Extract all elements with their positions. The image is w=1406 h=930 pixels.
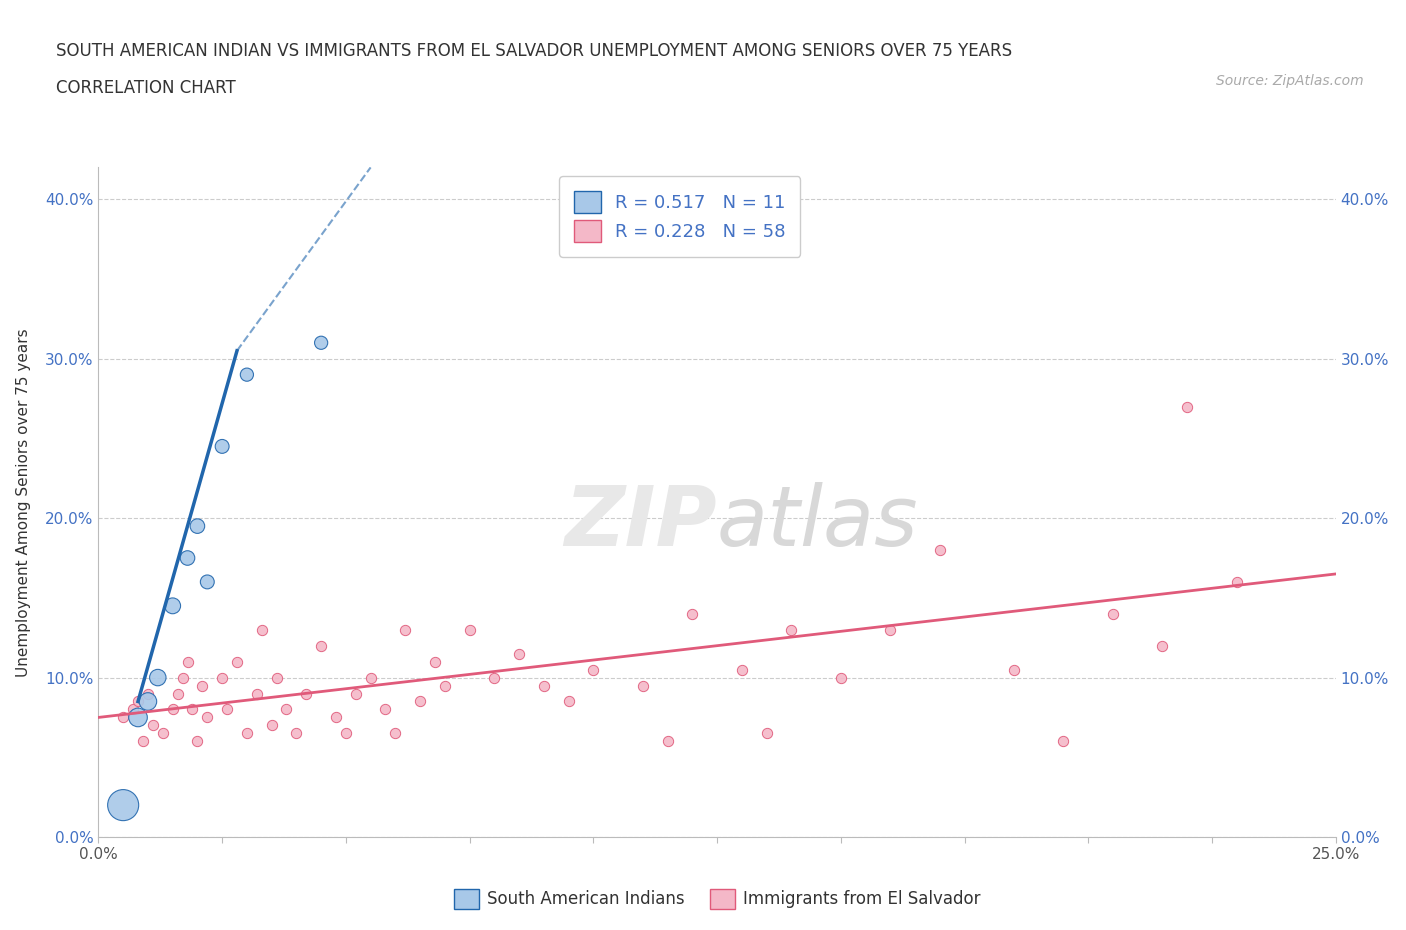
Point bbox=[755, 726, 778, 741]
Point bbox=[309, 336, 332, 351]
Point bbox=[384, 726, 406, 741]
Point bbox=[1102, 606, 1125, 621]
Point bbox=[1052, 734, 1074, 749]
Point bbox=[250, 622, 273, 637]
Point bbox=[132, 734, 155, 749]
Point bbox=[127, 694, 149, 709]
Point bbox=[266, 671, 288, 685]
Point bbox=[681, 606, 703, 621]
Text: SOUTH AMERICAN INDIAN VS IMMIGRANTS FROM EL SALVADOR UNEMPLOYMENT AMONG SENIORS : SOUTH AMERICAN INDIAN VS IMMIGRANTS FROM… bbox=[56, 42, 1012, 60]
Point bbox=[122, 702, 145, 717]
Point bbox=[657, 734, 679, 749]
Point bbox=[172, 671, 194, 685]
Point bbox=[112, 798, 135, 813]
Point bbox=[217, 702, 239, 717]
Point bbox=[325, 710, 347, 724]
Point bbox=[152, 726, 174, 741]
Point bbox=[928, 542, 950, 557]
Point bbox=[335, 726, 357, 741]
Point bbox=[181, 702, 204, 717]
Point bbox=[166, 686, 188, 701]
Point bbox=[409, 694, 432, 709]
Point bbox=[236, 367, 259, 382]
Point bbox=[458, 622, 481, 637]
Point bbox=[191, 678, 214, 693]
Point bbox=[360, 671, 382, 685]
Point bbox=[186, 519, 208, 534]
Text: atlas: atlas bbox=[717, 482, 918, 563]
Point bbox=[195, 575, 218, 590]
Point bbox=[423, 654, 446, 669]
Point bbox=[136, 686, 159, 701]
Point bbox=[374, 702, 396, 717]
Y-axis label: Unemployment Among Seniors over 75 years: Unemployment Among Seniors over 75 years bbox=[17, 328, 31, 676]
Text: ZIP: ZIP bbox=[564, 482, 717, 563]
Point bbox=[582, 662, 605, 677]
Text: CORRELATION CHART: CORRELATION CHART bbox=[56, 79, 236, 97]
Point bbox=[484, 671, 506, 685]
Point bbox=[631, 678, 654, 693]
Point bbox=[136, 694, 159, 709]
Point bbox=[246, 686, 269, 701]
Point bbox=[508, 646, 530, 661]
Point bbox=[146, 671, 169, 685]
Point bbox=[344, 686, 367, 701]
Point bbox=[1152, 638, 1174, 653]
Point bbox=[162, 702, 184, 717]
Point bbox=[176, 654, 198, 669]
Point bbox=[295, 686, 318, 701]
Point bbox=[1226, 575, 1249, 590]
Point bbox=[1175, 399, 1198, 414]
Point bbox=[830, 671, 852, 685]
Point bbox=[309, 638, 332, 653]
Point bbox=[780, 622, 803, 637]
Point bbox=[394, 622, 416, 637]
Point bbox=[195, 710, 218, 724]
Point bbox=[236, 726, 259, 741]
Legend: South American Indians, Immigrants from El Salvador: South American Indians, Immigrants from … bbox=[447, 882, 987, 916]
Point bbox=[226, 654, 249, 669]
Point bbox=[731, 662, 754, 677]
Point bbox=[1002, 662, 1025, 677]
Point bbox=[127, 710, 149, 724]
Point bbox=[533, 678, 555, 693]
Point bbox=[285, 726, 308, 741]
Point bbox=[211, 671, 233, 685]
Point bbox=[112, 710, 135, 724]
Point bbox=[433, 678, 456, 693]
Point bbox=[557, 694, 579, 709]
Point bbox=[162, 598, 184, 613]
Point bbox=[260, 718, 283, 733]
Point bbox=[879, 622, 901, 637]
Text: Source: ZipAtlas.com: Source: ZipAtlas.com bbox=[1216, 74, 1364, 88]
Point bbox=[276, 702, 298, 717]
Point bbox=[176, 551, 198, 565]
Point bbox=[142, 718, 165, 733]
Point bbox=[186, 734, 208, 749]
Point bbox=[211, 439, 233, 454]
